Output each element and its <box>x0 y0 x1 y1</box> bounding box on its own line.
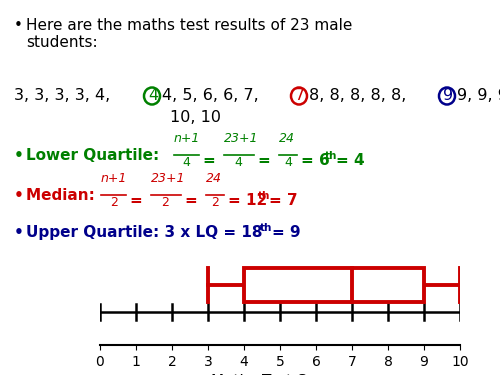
Text: Median:: Median: <box>26 188 100 203</box>
Text: 23+1: 23+1 <box>224 132 258 145</box>
Text: 4: 4 <box>284 156 292 169</box>
Text: = 9: = 9 <box>272 225 300 240</box>
Text: 4: 4 <box>182 156 190 169</box>
Text: •: • <box>14 188 24 203</box>
Text: •: • <box>14 225 24 240</box>
Text: th: th <box>258 191 270 201</box>
Text: 24: 24 <box>279 132 295 145</box>
Text: = 4: = 4 <box>336 153 364 168</box>
Text: 8, 8, 8, 8, 8,: 8, 8, 8, 8, 8, <box>309 88 406 103</box>
Text: n+1: n+1 <box>174 132 201 145</box>
Text: 3, 3, 3, 3, 4,: 3, 3, 3, 3, 4, <box>14 88 110 103</box>
Text: =: = <box>202 153 215 168</box>
Text: =: = <box>257 153 270 168</box>
Text: 9: 9 <box>443 88 453 103</box>
Text: 24: 24 <box>206 172 222 185</box>
Text: •: • <box>14 148 24 163</box>
Text: =: = <box>129 193 142 208</box>
Text: 2: 2 <box>211 196 219 209</box>
Text: = 7: = 7 <box>269 193 298 208</box>
Text: th: th <box>325 151 338 161</box>
Text: =: = <box>184 193 197 208</box>
Text: 2: 2 <box>161 196 169 209</box>
Text: 10, 10: 10, 10 <box>170 110 221 125</box>
Text: = 6: = 6 <box>301 153 330 168</box>
Text: 2: 2 <box>110 196 118 209</box>
Text: 23+1: 23+1 <box>151 172 186 185</box>
Text: 4, 5, 6, 6, 7,: 4, 5, 6, 6, 7, <box>162 88 259 103</box>
Text: Upper Quartile: 3 x LQ = 18: Upper Quartile: 3 x LQ = 18 <box>26 225 262 240</box>
Text: 4: 4 <box>148 88 158 103</box>
X-axis label: Maths Test Scores: Maths Test Scores <box>212 374 348 375</box>
Text: n+1: n+1 <box>101 172 128 185</box>
Text: th: th <box>260 223 272 233</box>
Text: = 12: = 12 <box>228 193 267 208</box>
Text: 7: 7 <box>295 88 305 103</box>
Text: Lower Quartile:: Lower Quartile: <box>26 148 164 163</box>
Text: Here are the maths test results of 23 male
students:: Here are the maths test results of 23 ma… <box>26 18 352 50</box>
Bar <box>244 268 424 302</box>
Text: •: • <box>14 18 23 33</box>
Text: 4: 4 <box>234 156 242 169</box>
Text: 9, 9, 9,: 9, 9, 9, <box>457 88 500 103</box>
